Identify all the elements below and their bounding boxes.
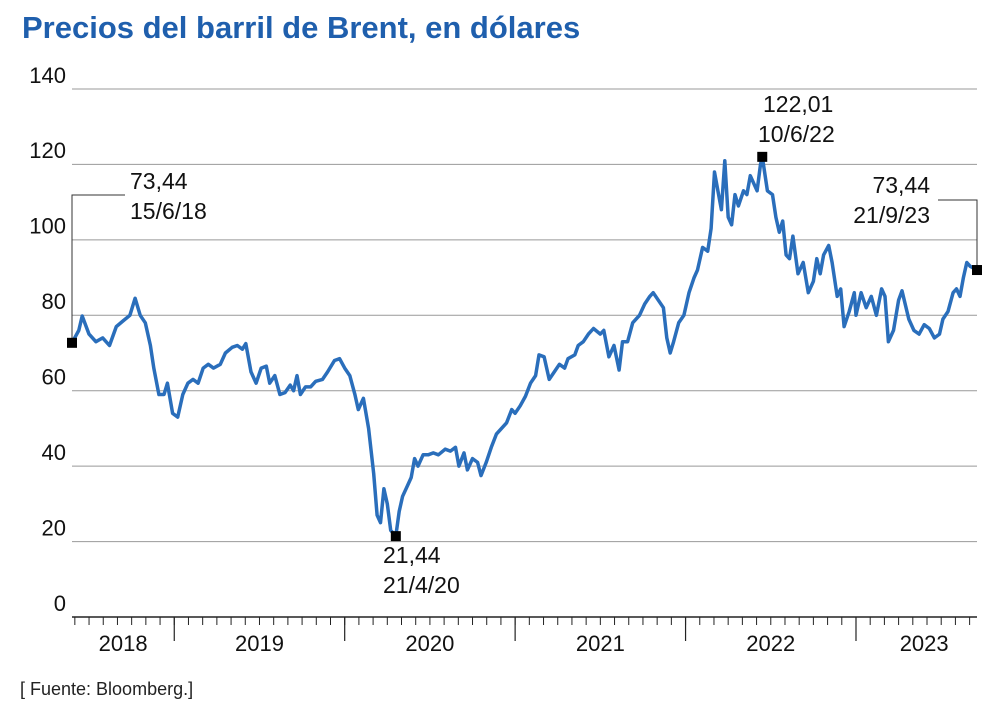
x-tick-label: 2020	[405, 631, 454, 656]
annotation-value: 73,44	[872, 172, 930, 198]
leader-line	[71, 194, 125, 343]
annotation-date: 15/6/18	[130, 198, 207, 224]
leader-line	[938, 199, 978, 271]
x-tick-label: 2019	[235, 631, 284, 656]
x-tick-label: 2023	[900, 631, 949, 656]
annotation-date: 21/4/20	[383, 572, 460, 598]
y-tick-label: 140	[29, 63, 66, 88]
y-tick-label: 60	[42, 365, 66, 390]
line	[70, 155, 978, 538]
x-tick-label: 2022	[746, 631, 795, 656]
chart-title: Precios del barril de Brent, en dólares	[22, 10, 580, 45]
y-tick-label: 0	[54, 591, 66, 616]
x-tick-label: 2018	[99, 631, 148, 656]
point-marker	[972, 265, 982, 276]
source: [ Fuente: Bloomberg.]	[20, 679, 193, 699]
y-tick-label: 100	[29, 214, 66, 239]
annotation-date: 10/6/22	[758, 121, 835, 147]
point-marker	[390, 531, 401, 542]
point-marker	[757, 151, 768, 162]
y-tick-label: 20	[42, 515, 66, 540]
y-tick-label: 120	[29, 138, 66, 163]
point-marker	[67, 337, 77, 348]
y-tick-label: 80	[42, 289, 66, 314]
annotation-date: 21/9/23	[853, 202, 930, 228]
annotation-value: 21,44	[383, 542, 441, 568]
x-tick-label: 2021	[576, 631, 625, 656]
annotation-value: 122,01	[763, 91, 833, 117]
y-tick-label: 40	[42, 440, 66, 465]
annotation-value: 73,44	[130, 168, 188, 194]
